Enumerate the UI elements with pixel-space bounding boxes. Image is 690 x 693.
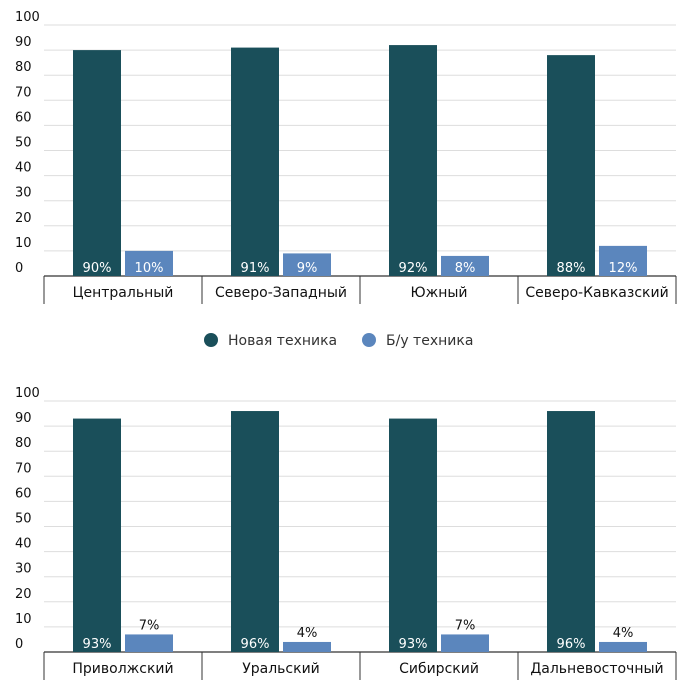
x-category-label: Центральный: [73, 285, 174, 301]
legend: Новая техника Б/у техника: [204, 333, 473, 349]
bar-used: [283, 641, 331, 652]
bar-new: [547, 411, 595, 652]
x-category-label: Южный: [410, 285, 467, 301]
chart-bottom-regions: 0 10 20 30 40 50 60 70 80 90 100 93% 7% Приволжский 96…: [15, 386, 677, 680]
bar-new-label: 93%: [399, 637, 428, 652]
y-tick-label: 0: [15, 261, 23, 276]
bar-new: [547, 55, 595, 277]
bar-new: [73, 50, 121, 276]
y-tick-label: 0: [15, 637, 23, 652]
legend-swatch-new: [204, 333, 218, 347]
bar-used-label: 12%: [609, 261, 638, 276]
x-category-label: Северо-Кавказский: [525, 285, 668, 301]
y-tick-label: 80: [15, 60, 32, 75]
bar-used: [283, 253, 331, 276]
bar-new: [389, 45, 437, 276]
bar-new-label: 88%: [557, 261, 586, 276]
x-category-label: Сибирский: [399, 661, 479, 677]
y-tick-label: 50: [15, 512, 32, 527]
y-tick-label: 20: [15, 587, 32, 602]
x-category-label: Северо-Западный: [215, 285, 347, 301]
bar-used-label: 4%: [613, 626, 634, 641]
bar-new-label: 96%: [241, 637, 270, 652]
bar-new: [389, 418, 437, 652]
legend-label-used: Б/у техника: [386, 333, 473, 349]
bar-used: [599, 641, 647, 652]
y-tick-label: 100: [15, 386, 40, 401]
bar-new: [231, 411, 279, 652]
y-tick-label: 60: [15, 486, 32, 501]
chart-top-regions: 0 10 20 30 40 50 60 70 80 90 100 90% 10% Центральный 9…: [15, 10, 677, 304]
bar-new-label: 90%: [83, 261, 112, 276]
y-tick-label: 90: [15, 411, 32, 426]
bar-new: [73, 418, 121, 652]
legend-label-new: Новая техника: [228, 333, 337, 349]
y-tick-label: 30: [15, 186, 32, 201]
y-tick-label: 40: [15, 537, 32, 552]
bar-used: [441, 255, 489, 276]
bar-used: [125, 250, 173, 276]
bar-used-label: 8%: [455, 261, 476, 276]
bar-used-label: 7%: [455, 618, 476, 633]
bar-new: [231, 47, 279, 277]
x-category-label: Уральский: [242, 661, 320, 677]
bar-used-label: 10%: [135, 261, 164, 276]
x-category-label: Приволжский: [72, 661, 173, 677]
y-tick-label: 90: [15, 35, 32, 50]
bar-used: [441, 634, 489, 652]
bar-new-label: 91%: [241, 261, 270, 276]
bar-used: [125, 634, 173, 652]
y-tick-label: 50: [15, 136, 32, 151]
y-tick-label: 70: [15, 85, 32, 100]
y-tick-label: 70: [15, 461, 32, 476]
y-tick-label: 80: [15, 436, 32, 451]
y-tick-label: 40: [15, 161, 32, 176]
bar-used-label: 7%: [139, 618, 160, 633]
bar-used: [599, 245, 647, 276]
x-category-label: Дальневосточный: [530, 661, 663, 677]
legend-swatch-used: [362, 333, 376, 347]
y-tick-label: 10: [15, 236, 32, 251]
y-tick-label: 30: [15, 562, 32, 577]
y-tick-label: 10: [15, 612, 32, 627]
bar-used-label: 9%: [297, 261, 318, 276]
y-tick-label: 60: [15, 110, 32, 125]
bar-used-label: 4%: [297, 626, 318, 641]
bar-new-label: 93%: [83, 637, 112, 652]
bar-new-label: 92%: [399, 261, 428, 276]
y-tick-label: 20: [15, 211, 32, 226]
y-tick-label: 100: [15, 10, 40, 25]
bar-new-label: 96%: [557, 637, 586, 652]
